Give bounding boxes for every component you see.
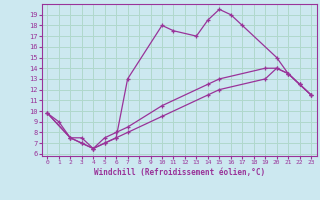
X-axis label: Windchill (Refroidissement éolien,°C): Windchill (Refroidissement éolien,°C): [94, 168, 265, 177]
